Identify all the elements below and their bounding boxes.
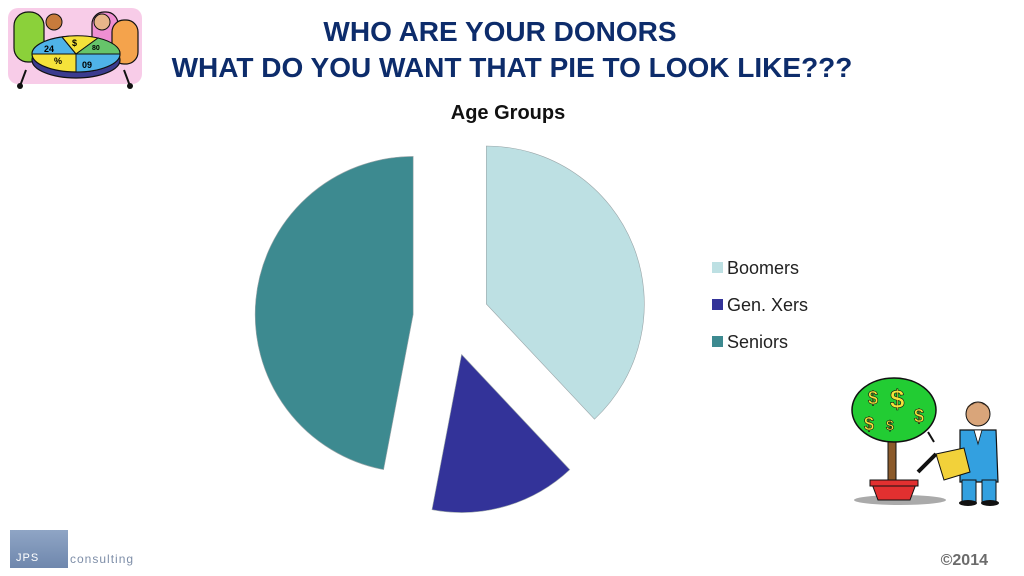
jps-consulting-logo: JPS consulting (10, 530, 170, 568)
clipart-label: $ (72, 38, 77, 48)
logo-box: JPS (10, 530, 68, 568)
slide-title-line-2: WHAT DO YOU WANT THAT PIE TO LOOK LIKE??… (171, 52, 853, 83)
svg-text:$: $ (914, 406, 924, 426)
svg-text:$: $ (886, 417, 894, 433)
clipart-label: 09 (82, 60, 92, 70)
svg-text:$: $ (890, 384, 905, 414)
clipart-label: 24 (44, 44, 54, 54)
pie-chart-meeting-clipart: 24 % 09 $ 80 (8, 8, 142, 89)
legend-label: Seniors (727, 332, 788, 352)
legend-swatch (712, 262, 723, 273)
legend-swatch (712, 336, 723, 347)
chart-title: Age Groups (451, 102, 565, 124)
slide-title-line-1: WHO ARE YOUR DONORS (323, 16, 677, 47)
pie-slices (254, 145, 645, 513)
clipart-label: % (54, 56, 62, 66)
pie-slice-boomers (486, 145, 645, 420)
logo-box-text: JPS (16, 552, 40, 564)
pie-slice-gen-xers (431, 353, 571, 513)
legend-label: Gen. Xers (727, 295, 808, 315)
slide-title: WHO ARE YOUR DONORS WHAT DO YOU WANT THA… (0, 14, 1024, 86)
logo-side-text: consulting (70, 552, 135, 566)
money-tree-clipart: $ $ $ $ $ (851, 377, 999, 506)
chart-legend: Boomers Gen. Xers Seniors (712, 258, 808, 352)
copyright-text: ©2014 (940, 552, 988, 569)
clipart-label: 80 (92, 45, 100, 52)
legend-swatch (712, 299, 723, 310)
svg-text:$: $ (864, 414, 874, 434)
svg-text:$: $ (868, 388, 878, 408)
pie-slice-seniors (254, 156, 414, 470)
legend-label: Boomers (727, 258, 799, 278)
